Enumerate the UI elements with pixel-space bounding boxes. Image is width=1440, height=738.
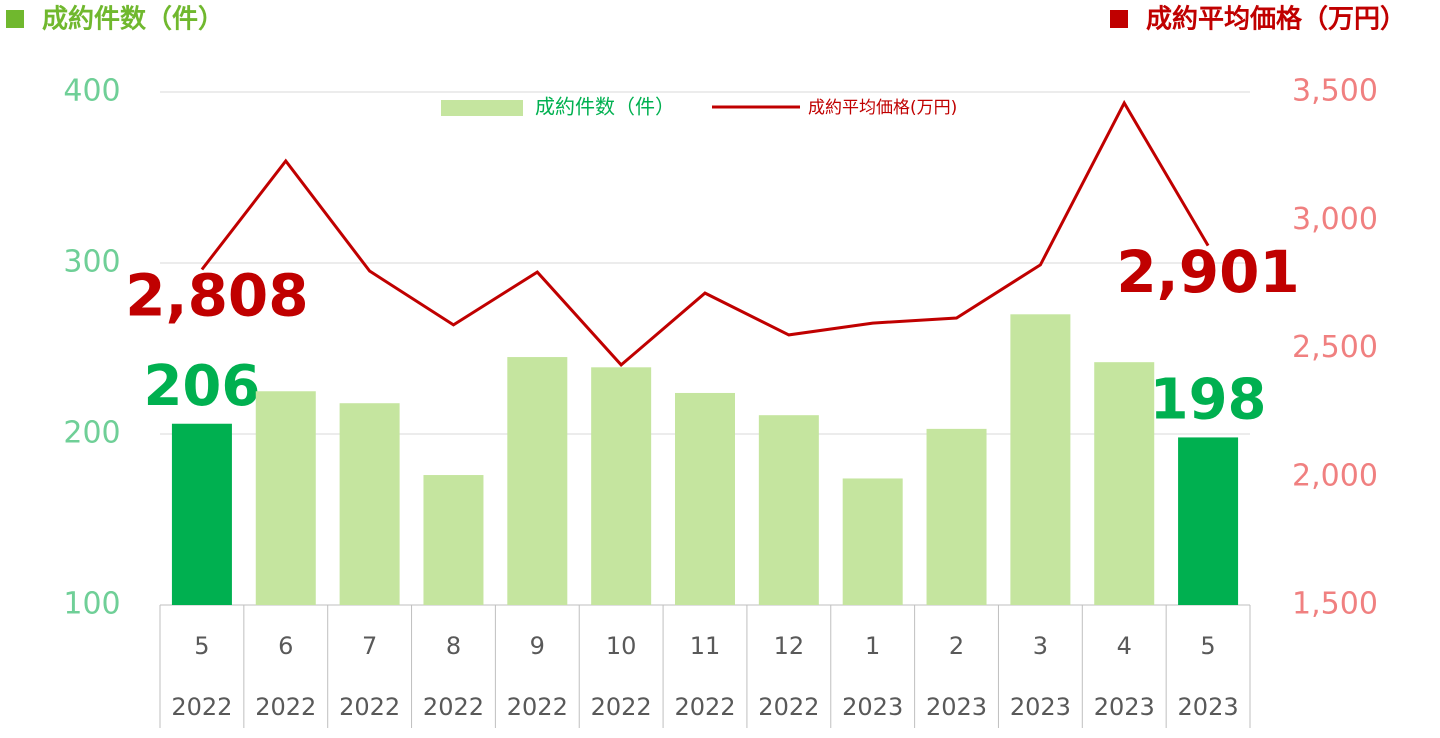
- bar: [1178, 437, 1239, 605]
- x-tick-label: 7: [362, 632, 377, 660]
- x-tick-year: 2023: [1178, 693, 1239, 721]
- bar-value-label: 198: [1150, 368, 1267, 433]
- x-tick-year: 2022: [339, 693, 400, 721]
- x-tick-year: 2022: [674, 693, 735, 721]
- bar: [507, 357, 568, 605]
- bar: [339, 403, 400, 605]
- y2-tick-label: 3,500: [1292, 74, 1378, 109]
- title-marker: [1110, 10, 1128, 28]
- y2-tick-label: 2,500: [1292, 330, 1378, 365]
- x-tick-label: 12: [774, 632, 805, 660]
- bar: [926, 428, 987, 605]
- x-tick-year: 2022: [758, 693, 819, 721]
- x-tick-label: 2: [949, 632, 964, 660]
- bar: [171, 423, 232, 605]
- title-marker: [6, 10, 24, 28]
- x-tick-year: 2022: [423, 693, 484, 721]
- x-tick-label: 1: [865, 632, 880, 660]
- y-tick-label: 400: [63, 74, 120, 109]
- y-tick-label: 100: [63, 587, 120, 622]
- x-tick-label: 9: [530, 632, 545, 660]
- bar: [591, 367, 652, 605]
- x-tick-label: 10: [606, 632, 637, 660]
- x-tick-year: 2023: [842, 693, 903, 721]
- legend-swatch: [441, 100, 523, 116]
- legend-label: 成約件数（件）: [535, 95, 675, 119]
- x-tick-year: 2022: [255, 693, 316, 721]
- bar: [842, 478, 903, 605]
- y2-tick-label: 1,500: [1292, 587, 1378, 622]
- bar: [675, 392, 735, 605]
- x-tick-label: 3: [1033, 632, 1048, 660]
- x-tick-label: 11: [690, 632, 721, 660]
- x-tick-year: 2022: [591, 693, 652, 721]
- x-tick-label: 5: [1200, 632, 1215, 660]
- y2-tick-label: 3,000: [1292, 202, 1378, 237]
- y-tick-label: 300: [63, 245, 120, 280]
- line-value-label: 2,808: [125, 262, 308, 330]
- x-tick-year: 2022: [171, 693, 232, 721]
- x-tick-year: 2023: [926, 693, 987, 721]
- x-tick-year: 2023: [1010, 693, 1071, 721]
- bar: [423, 475, 484, 605]
- x-tick-year: 2023: [1094, 693, 1155, 721]
- line-value-label: 2,901: [1116, 238, 1299, 306]
- x-tick-label: 6: [278, 632, 293, 660]
- y2-tick-label: 2,000: [1292, 458, 1378, 493]
- x-tick-label: 5: [194, 632, 209, 660]
- right-title: 成約平均価格（万円）: [1146, 4, 1406, 35]
- x-tick-label: 4: [1117, 632, 1132, 660]
- bar: [255, 391, 316, 605]
- bar: [1010, 314, 1071, 605]
- bar-value-label: 206: [143, 354, 260, 419]
- x-tick-year: 2022: [507, 693, 568, 721]
- x-tick-label: 8: [446, 632, 461, 660]
- bar: [758, 415, 819, 605]
- line: [200, 99, 1210, 368]
- legend-label: 成約平均価格(万円): [808, 98, 957, 118]
- y-tick-label: 200: [63, 416, 120, 451]
- bar: [1094, 362, 1155, 605]
- left-title: 成約件数（件）: [42, 4, 224, 35]
